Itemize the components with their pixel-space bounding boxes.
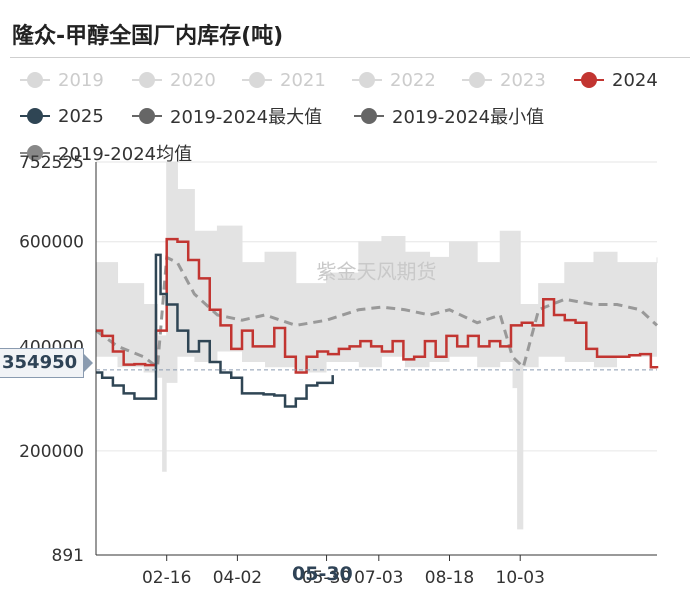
series-2025-line (96, 253, 334, 408)
legend-label: 2022 (390, 69, 436, 91)
cursor-x-value-label: 05-30 (292, 563, 353, 585)
x-tick-label: 02-16 (142, 568, 191, 588)
legend-label: 2024 (612, 69, 658, 91)
legend-label: 2019-2024最大值 (170, 107, 323, 128)
y-tick-label: 752525 (19, 153, 84, 173)
legend-label: 2025 (58, 105, 104, 127)
legend-label: 2023 (500, 69, 546, 91)
legend-label: 2019-2024均值 (58, 144, 193, 165)
legend-label: 2019-2024最小值 (392, 107, 545, 128)
x-tick-label: 05-30 (302, 568, 351, 588)
x-tick-label: 07-03 (354, 568, 403, 588)
series-max-line (96, 161, 658, 337)
legend-item-2021[interactable]: 2021 (242, 69, 326, 91)
legend-item-max[interactable]: 2019-2024最大值 (132, 105, 323, 128)
y-tick-label: 600000 (19, 233, 84, 253)
legend-item-2022[interactable]: 2022 (352, 69, 436, 91)
title-divider (10, 57, 690, 58)
y-tick-label: 200000 (19, 442, 84, 462)
cursor-y-value-label: 354950 (0, 348, 94, 378)
series-2024-line (96, 237, 659, 374)
legend-item-2023[interactable]: 2023 (462, 69, 546, 91)
legend-label: 2020 (170, 69, 216, 91)
legend-item-2025[interactable]: 2025 (20, 105, 104, 127)
y-tick-label: 891 (52, 546, 84, 566)
series-mean-line (95, 255, 659, 371)
legend-item-2024[interactable]: 2024 (574, 69, 658, 91)
legend-label: 2021 (280, 69, 326, 91)
legend-item-min[interactable]: 2019-2024最小值 (354, 105, 545, 128)
x-tick-label: 04-02 (213, 568, 262, 588)
legend-item-mean[interactable]: 2019-2024均值 (20, 142, 193, 165)
legend-item-2020[interactable]: 2020 (132, 69, 216, 91)
x-tick-label: 08-18 (425, 568, 474, 588)
legend-label: 2019 (58, 69, 104, 91)
legend-item-2019[interactable]: 2019 (20, 69, 104, 91)
watermark-text: 紫金天风期货 (317, 259, 437, 283)
chart-title: 隆众-甲醇全国厂内库存(吨) (12, 24, 284, 49)
x-tick-label: 10-03 (496, 568, 545, 588)
